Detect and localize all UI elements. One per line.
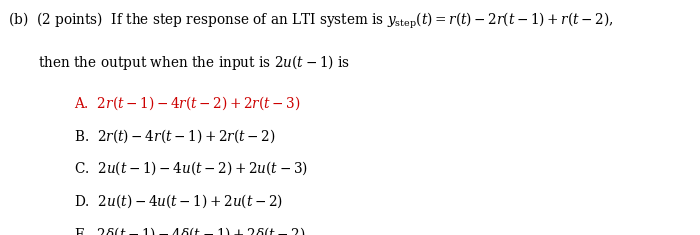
Text: (b)  (2 points)  If the step response of an LTI system is $y_{\mathrm{step}}(t) : (b) (2 points) If the step response of a…	[8, 11, 614, 31]
Text: D.  $2u(t) - 4u(t-1) + 2u(t-2)$: D. $2u(t) - 4u(t-1) + 2u(t-2)$	[74, 193, 283, 210]
Text: C.  $2u(t-1) - 4u(t-2) + 2u(t-3)$: C. $2u(t-1) - 4u(t-2) + 2u(t-3)$	[74, 160, 307, 177]
Text: then the output when the input is $2u(t-1)$ is: then the output when the input is $2u(t-…	[38, 53, 351, 72]
Text: B.  $2r(t) - 4r(t-1) + 2r(t-2)$: B. $2r(t) - 4r(t-1) + 2r(t-2)$	[74, 127, 275, 145]
Text: A.  $2r(t-1) - 4r(t-2) + 2r(t-3)$: A. $2r(t-1) - 4r(t-2) + 2r(t-3)$	[74, 94, 300, 112]
Text: E.  $2\delta(t-1) - 4\delta(t-1) + 2\delta(t-2)$: E. $2\delta(t-1) - 4\delta(t-1) + 2\delt…	[74, 226, 305, 235]
